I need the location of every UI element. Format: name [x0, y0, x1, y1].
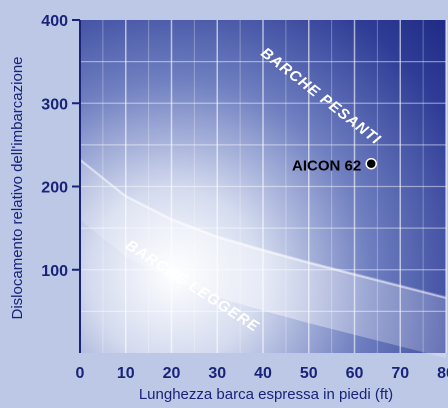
x-tick-label: 70 [391, 365, 409, 382]
data-point-marker [365, 157, 377, 170]
grid [80, 20, 447, 353]
axes [72, 19, 81, 353]
y-tick-label: 200 [41, 180, 68, 197]
x-tick-label: 0 [76, 365, 85, 382]
x-tick-label: 60 [346, 365, 364, 382]
tick-labels: 100 200 300 400 0 10 20 30 40 50 60 70 80 [41, 13, 448, 382]
data-points: AICON 62 [292, 157, 377, 175]
y-axis-label: Dislocamento relativo dell'imbarcazione [9, 57, 26, 320]
y-tick-label: 100 [41, 263, 68, 280]
y-tick-label: 400 [41, 13, 68, 30]
x-tick-label: 40 [254, 365, 272, 382]
y-tick-label: 300 [41, 96, 68, 113]
x-axis-label: Lunghezza barca espressa in piedi (ft) [139, 386, 393, 403]
x-tick-label: 50 [300, 365, 318, 382]
x-tick-label: 20 [163, 365, 181, 382]
x-tick-label: 30 [208, 365, 226, 382]
data-point-label: AICON 62 [292, 158, 361, 175]
x-tick-label: 80 [437, 365, 448, 382]
x-tick-label: 10 [117, 365, 135, 382]
